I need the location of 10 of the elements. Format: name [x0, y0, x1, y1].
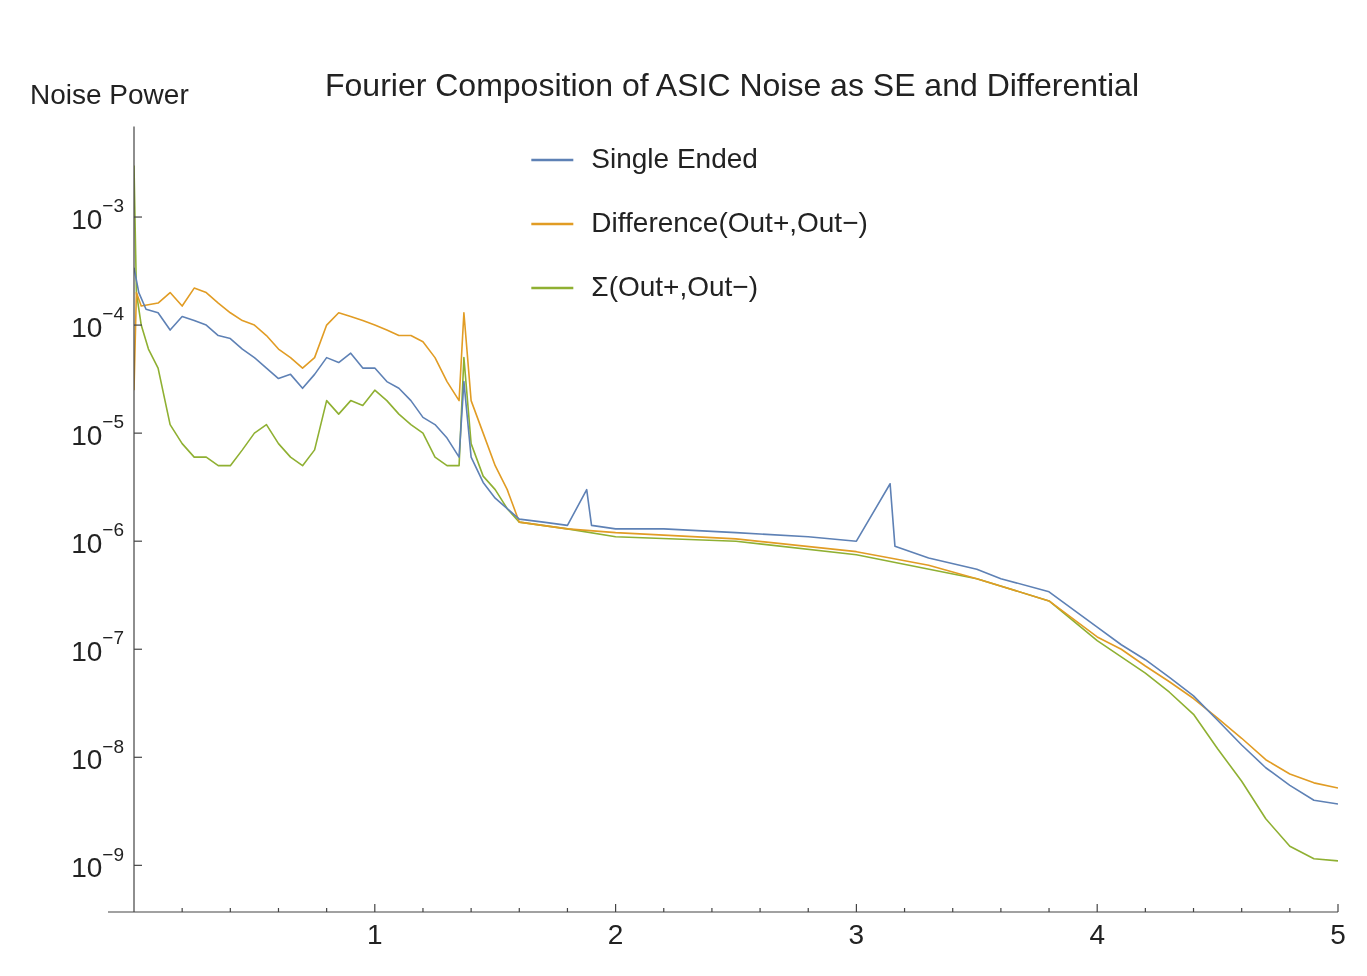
legend-label: Σ(Out+,Out−): [591, 270, 759, 302]
x-tick-label: 1: [367, 918, 383, 950]
legend-label: Difference(Out+,Out−): [591, 206, 868, 238]
x-tick-label: 3: [848, 918, 865, 950]
x-tick-label: 4: [1089, 918, 1105, 950]
chart-title: Fourier Composition of ASIC Noise as SE and Differential: [324, 67, 1140, 104]
y-axis-title: Noise Power: [30, 79, 189, 111]
x-tick-label: 2: [607, 918, 624, 950]
x-tick-label: 5: [1330, 918, 1346, 950]
legend-label: Single Ended: [591, 142, 758, 174]
